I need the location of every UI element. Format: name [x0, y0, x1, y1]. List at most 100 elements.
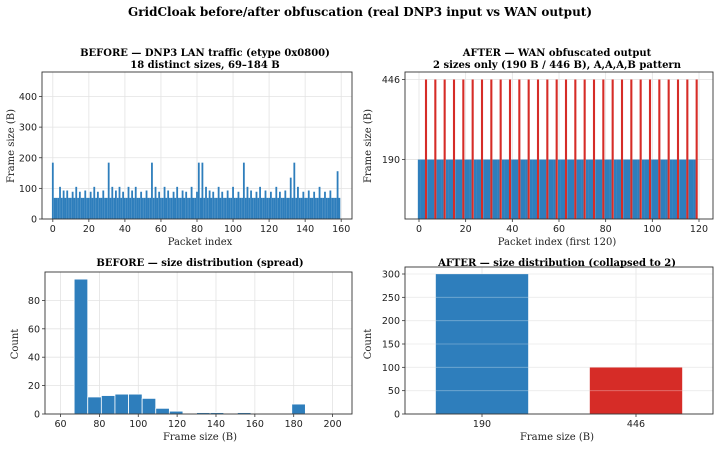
after-traffic-bar-b	[658, 79, 661, 220]
before-hist-bar	[128, 393, 143, 415]
after-traffic-bar-a	[646, 159, 650, 219]
after-traffic-bar-a	[655, 159, 659, 219]
after-traffic-bar-b	[443, 79, 446, 220]
before-traffic-bar	[203, 197, 206, 219]
before-traffic-bar	[196, 191, 198, 219]
after-traffic-bar-a	[562, 159, 566, 219]
after-hist-bar	[435, 274, 529, 414]
before-traffic-ytick-label: 300	[19, 123, 37, 134]
before-traffic-bar	[309, 197, 312, 219]
before-traffic-bar	[147, 197, 150, 219]
before-traffic-bar	[116, 197, 119, 219]
after-traffic-bar-b	[546, 79, 549, 220]
after-hist-ytick-label: 150	[382, 340, 400, 351]
before-traffic-bar	[201, 162, 204, 219]
before-traffic-bar	[100, 197, 103, 219]
before-traffic-bar	[232, 186, 234, 219]
before-traffic-ylabel: Frame size (B)	[6, 109, 17, 183]
before-traffic-bar	[264, 190, 267, 219]
before-traffic-bar	[297, 186, 299, 219]
before-traffic-bar	[306, 197, 308, 219]
before-traffic-bar	[140, 191, 143, 219]
after-traffic-bar-a	[637, 159, 640, 219]
before-hist-xtick-label: 200	[323, 419, 341, 430]
before-traffic-title-line1: BEFORE — DNP3 LAN traffic (etype 0x0800)	[80, 48, 330, 59]
before-traffic-bar	[223, 197, 225, 219]
before-hist-ytick-label: 80	[28, 296, 40, 307]
before-traffic-xtick-label: 100	[224, 224, 242, 235]
after-traffic-bar-a	[429, 159, 433, 219]
before-traffic-frame	[41, 71, 353, 220]
after-traffic-bar-a	[534, 159, 538, 219]
before-traffic-bar	[315, 197, 317, 219]
before-traffic-bar	[136, 197, 139, 219]
after-traffic-bar-b	[602, 79, 605, 220]
after-traffic-bar-b	[490, 79, 493, 220]
after-traffic-bar-a	[445, 159, 449, 219]
before-traffic-bar	[64, 197, 67, 219]
before-traffic-bar	[124, 197, 126, 219]
before-traffic-bar	[118, 186, 121, 219]
after-traffic-bar-a	[669, 159, 673, 219]
before-traffic-bar	[113, 197, 115, 219]
after-traffic-bar-a	[557, 159, 561, 219]
before-traffic-bar	[142, 197, 144, 219]
before-traffic-bar	[237, 191, 240, 219]
after-traffic-bar-a	[625, 159, 629, 219]
after-traffic-xtick-label: 80	[600, 224, 612, 235]
before-traffic-xtick-label: 40	[119, 224, 131, 235]
before-traffic-bar	[277, 197, 280, 219]
after-traffic-xtick-label: 100	[643, 224, 661, 235]
before-traffic-bar	[320, 197, 323, 219]
before-traffic-bar	[279, 191, 281, 219]
before-traffic-bar	[120, 197, 123, 219]
after-traffic-bar-b	[583, 79, 586, 220]
before-traffic-bar	[333, 197, 335, 219]
after-traffic-bar-a	[469, 159, 472, 219]
after-traffic-bar-b	[508, 79, 512, 220]
after-hist-ylabel: Count	[363, 329, 374, 360]
after-hist-ytick-label: 0	[394, 410, 400, 421]
before-traffic-bar	[336, 171, 339, 219]
after-traffic-bar-a	[569, 159, 573, 219]
after-traffic-bar-b	[611, 79, 614, 220]
after-traffic-bar-b	[527, 79, 530, 220]
before-traffic-bar	[105, 197, 108, 219]
after-hist-ytick-label: 100	[382, 363, 400, 374]
before-traffic-bar	[253, 197, 256, 219]
before-traffic-bar	[149, 197, 152, 219]
before-hist-xtick-label: 180	[285, 419, 303, 430]
before-hist-xtick-label: 160	[246, 419, 264, 430]
before-traffic-bar	[329, 190, 332, 219]
before-traffic-bar	[338, 197, 341, 219]
before-traffic-bar	[289, 177, 292, 219]
after-traffic-bar-b	[676, 79, 680, 220]
after-traffic-bar-a	[683, 159, 687, 219]
after-traffic-bar-a	[571, 159, 575, 219]
after-traffic-bar-a	[476, 159, 479, 219]
before-traffic-bar	[96, 191, 99, 219]
before-traffic-ytick-label: 100	[19, 184, 37, 195]
before-traffic-bar	[217, 186, 220, 219]
after-traffic-bar-b	[518, 79, 521, 220]
before-traffic-bar	[71, 191, 74, 219]
before-traffic-bar	[286, 197, 289, 219]
after-traffic-frame	[404, 71, 714, 220]
after-traffic-bar-a	[660, 159, 664, 219]
after-hist-ytick-label: 300	[382, 270, 400, 281]
after-traffic-bar-a	[613, 159, 617, 219]
before-hist-plot: 0 20 40 60 80 60 80 100 120 140 160 180 200	[28, 271, 353, 430]
after-traffic-bar-a	[632, 159, 636, 219]
before-traffic-bar	[327, 197, 330, 219]
before-traffic-bar	[273, 197, 276, 219]
before-traffic-bar	[167, 190, 170, 219]
before-traffic-bar	[208, 190, 211, 219]
after-traffic-bar-a	[506, 159, 510, 219]
before-traffic-bar	[318, 186, 321, 219]
before-traffic-bar	[151, 162, 153, 219]
after-traffic-ytick-label: 190	[382, 155, 400, 166]
before-traffic-bar	[295, 197, 298, 219]
figure-title: GridCloak before/after obfuscation (real…	[128, 5, 592, 19]
before-traffic-bar	[242, 162, 245, 219]
after-traffic-bar-a	[504, 159, 507, 219]
